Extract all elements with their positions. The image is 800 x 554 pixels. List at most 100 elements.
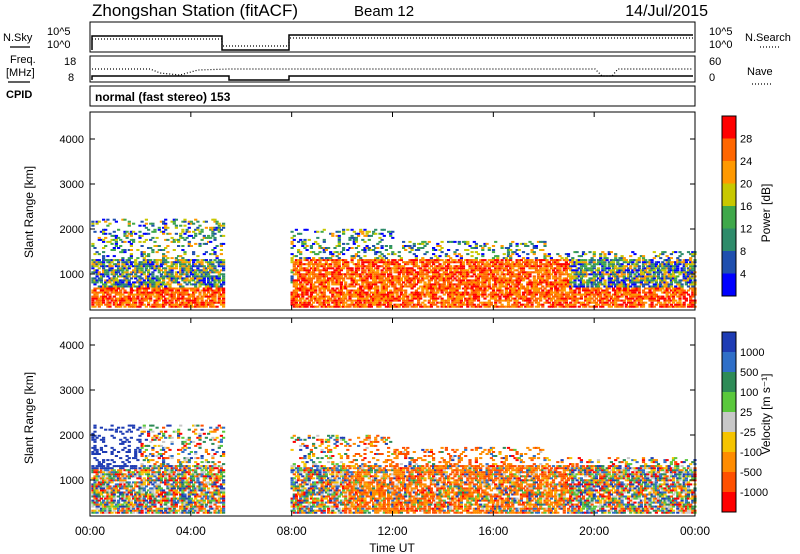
power-cell <box>476 273 481 276</box>
power-cell <box>329 259 333 262</box>
power-cell <box>209 236 213 239</box>
power-cell <box>342 249 346 251</box>
power-cell <box>376 273 380 276</box>
power-cell <box>305 303 309 306</box>
power-cell <box>121 299 125 302</box>
power-cell <box>417 249 421 251</box>
power-cell <box>399 277 403 280</box>
power-cell <box>485 275 489 278</box>
power-cell <box>215 275 219 278</box>
power-cell <box>357 297 361 300</box>
power-cell <box>500 263 504 266</box>
power-cell <box>93 289 97 292</box>
power-cell <box>314 263 318 266</box>
power-cell <box>204 220 208 223</box>
power-cell <box>369 285 373 288</box>
power-cell <box>374 253 378 256</box>
power-cell <box>114 289 118 292</box>
power-cell <box>659 277 663 280</box>
power-cell <box>466 240 470 243</box>
power-cell <box>215 269 219 272</box>
power-cell <box>440 301 444 304</box>
power-cell <box>318 265 322 268</box>
power-cell <box>641 269 646 272</box>
power-cell <box>624 305 628 308</box>
power-cell <box>361 281 365 284</box>
power-cell <box>438 267 442 270</box>
power-cell <box>125 261 129 264</box>
power-cell <box>196 305 200 308</box>
power-cell <box>303 263 307 266</box>
power-cell <box>91 289 95 292</box>
power-cell <box>474 305 478 308</box>
power-cell <box>200 301 204 304</box>
power-cell <box>476 289 481 292</box>
power-cell <box>380 299 384 302</box>
power-cell <box>554 295 558 298</box>
power-cell <box>504 305 508 308</box>
power-cell <box>374 281 378 284</box>
power-cell <box>432 295 436 298</box>
power-cell <box>157 281 161 284</box>
power-cell <box>626 301 631 304</box>
power-cell <box>633 269 637 272</box>
power-cell <box>517 291 521 294</box>
power-cell <box>382 299 386 302</box>
power-cell <box>95 287 99 290</box>
power-cell <box>192 265 196 268</box>
power-cell <box>380 279 384 282</box>
power-cell <box>517 275 521 278</box>
power-cell <box>217 261 221 264</box>
power-cell <box>547 301 551 304</box>
power-cell <box>342 261 346 264</box>
power-cell <box>581 289 586 292</box>
power-cell <box>564 253 568 256</box>
power-cell <box>502 269 506 272</box>
power-cell <box>429 293 433 296</box>
power-cell <box>646 291 650 294</box>
power-cell <box>204 293 208 296</box>
power-cell <box>556 267 560 270</box>
power-cell <box>185 275 189 278</box>
power-cell <box>449 273 453 276</box>
power-cell <box>352 299 356 302</box>
power-cell <box>294 299 298 302</box>
power-cell <box>196 226 200 229</box>
power-cell <box>384 269 388 272</box>
power-cell <box>121 265 125 268</box>
power-cell <box>194 281 198 284</box>
power-cell <box>104 281 108 284</box>
power-cell <box>369 303 373 306</box>
power-cell <box>303 287 307 290</box>
power-cell <box>91 297 95 300</box>
power-cell <box>440 279 444 282</box>
power-cell <box>294 289 298 292</box>
power-cell <box>104 283 108 286</box>
power-cell <box>558 289 562 292</box>
power-cell <box>455 293 459 296</box>
power-cell <box>93 287 97 290</box>
power-cell <box>652 293 656 296</box>
power-cell <box>491 287 496 290</box>
power-cell <box>504 265 508 268</box>
power-cell <box>511 265 515 268</box>
power-cell <box>530 293 534 296</box>
power-cell <box>354 253 358 256</box>
power-cell <box>498 267 502 270</box>
power-cell <box>215 226 219 229</box>
power-cell <box>129 238 133 241</box>
power-cell <box>114 303 118 306</box>
power-cell <box>622 261 626 264</box>
power-cell <box>410 297 414 300</box>
power-cell <box>425 263 429 266</box>
power-cell <box>384 277 388 280</box>
power-cell <box>476 281 481 284</box>
power-cell <box>380 275 384 278</box>
power-cell <box>389 291 393 294</box>
power-cell <box>117 259 121 262</box>
power-cell <box>601 291 605 294</box>
power-cell <box>629 301 633 304</box>
power-cell <box>631 305 635 308</box>
power-cell <box>174 281 178 284</box>
power-cell <box>177 295 181 298</box>
